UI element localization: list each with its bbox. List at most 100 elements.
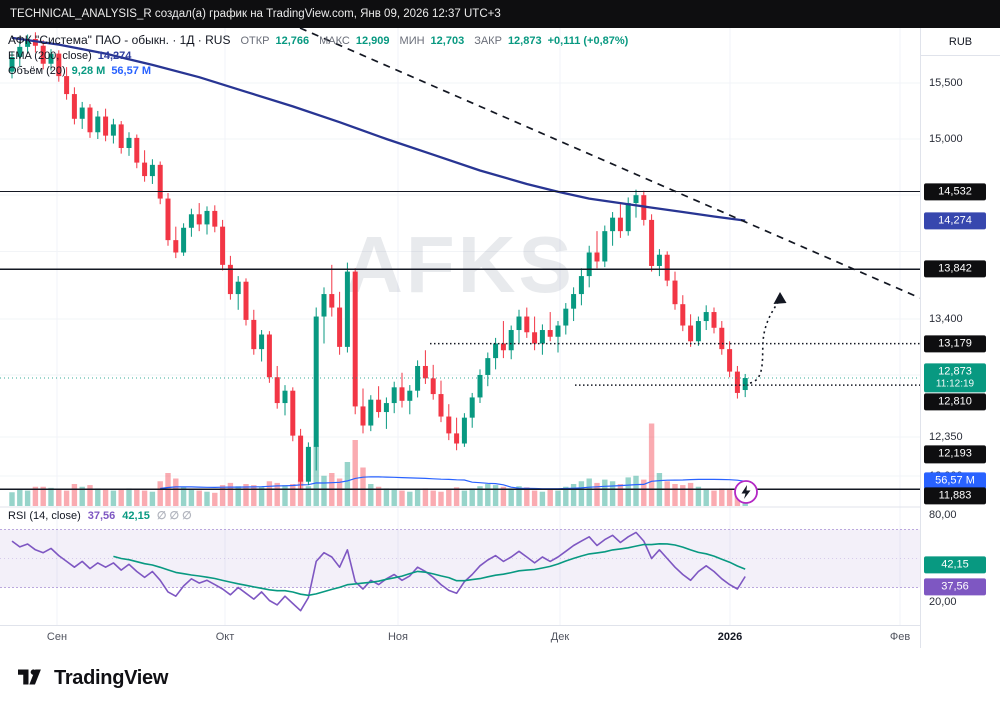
volume-bar bbox=[71, 484, 78, 506]
volume-bar bbox=[344, 462, 351, 506]
volume-bar bbox=[446, 489, 452, 506]
attribution-bar: TECHNICAL_ANALYSIS_R создал(а) график на… bbox=[0, 0, 1000, 28]
candle-body bbox=[680, 304, 686, 326]
price-axis-label: 15,500 bbox=[929, 76, 963, 89]
volume-bar bbox=[157, 481, 163, 506]
price-badge[interactable]: 14,274 bbox=[924, 211, 986, 230]
volume-bar bbox=[664, 481, 670, 506]
tradingview-wordmark[interactable]: TradingView bbox=[54, 667, 169, 689]
price-badge[interactable]: 14,532 bbox=[924, 183, 986, 201]
candle-body bbox=[305, 446, 311, 482]
rsi-badge[interactable]: 42,15 bbox=[924, 556, 986, 574]
candle-body bbox=[469, 397, 475, 418]
candle-body bbox=[313, 316, 319, 447]
volume-bar bbox=[453, 487, 460, 506]
candle-body bbox=[368, 399, 374, 426]
price-axis-label: 13,400 bbox=[929, 312, 963, 325]
volume-bar bbox=[516, 486, 522, 506]
volume-bar bbox=[680, 485, 686, 506]
price-axis-label: 15,000 bbox=[929, 133, 963, 145]
volume-bar bbox=[17, 489, 23, 506]
volume-bar bbox=[95, 488, 101, 506]
candle-body bbox=[149, 164, 155, 177]
time-axis-label[interactable]: Дек bbox=[550, 631, 570, 643]
volume-ma-line bbox=[160, 476, 746, 490]
candle-body bbox=[204, 210, 210, 225]
price-badge[interactable]: 13,842 bbox=[924, 260, 986, 278]
volume-bar bbox=[180, 486, 187, 506]
candle-body bbox=[48, 53, 54, 64]
volume-bar bbox=[469, 488, 475, 506]
volume-bar bbox=[563, 486, 569, 506]
volume-bar bbox=[391, 489, 397, 506]
volume-bar bbox=[79, 486, 85, 506]
volume-bar bbox=[243, 484, 249, 506]
volume-bar bbox=[274, 482, 280, 506]
volume-bar bbox=[524, 487, 530, 506]
volume-bar bbox=[9, 492, 15, 506]
symbol-watermark: AFKS bbox=[345, 220, 575, 309]
candle-body bbox=[376, 399, 382, 413]
volume-bar bbox=[719, 488, 725, 506]
candle-body bbox=[360, 406, 366, 426]
volume-bar bbox=[399, 490, 405, 506]
candle-body bbox=[610, 217, 616, 232]
tradingview-logo-icon[interactable] bbox=[18, 668, 45, 689]
candle-body bbox=[399, 387, 405, 401]
time-axis-label[interactable]: Ноя bbox=[387, 631, 409, 643]
candle-body bbox=[578, 276, 584, 295]
time-axis-label[interactable]: Окт bbox=[215, 631, 235, 643]
rsi-line[interactable] bbox=[11, 531, 746, 612]
volume-bar bbox=[360, 467, 366, 506]
time-axis[interactable]: Сен Окт Ноя Дек 2026 Фев bbox=[0, 625, 920, 649]
volume-bar bbox=[648, 423, 655, 506]
volume-bar bbox=[672, 484, 678, 506]
price-axis[interactable]: RUB 15,50015,00013,40012,35012,00080,002… bbox=[920, 28, 1000, 648]
candle-body bbox=[110, 124, 116, 136]
candle-body bbox=[181, 227, 187, 253]
price-axis-label: 12,350 bbox=[929, 430, 963, 443]
rsi-badge[interactable]: 37,56 bbox=[924, 577, 986, 596]
ema-200-line[interactable] bbox=[11, 36, 746, 222]
candle-body bbox=[454, 433, 460, 444]
symbol-title[interactable]: АФК "Система" ПАО - обыкн. · 1Д · RUS bbox=[8, 33, 231, 47]
candle-body bbox=[672, 280, 678, 305]
candle-body bbox=[422, 365, 428, 379]
time-axis-label[interactable]: Сен bbox=[46, 631, 68, 643]
arrow-annotation[interactable] bbox=[749, 300, 780, 384]
time-axis-label[interactable]: Фев bbox=[889, 631, 911, 643]
candle-body bbox=[602, 231, 608, 262]
price-badge[interactable]: 12,193 bbox=[924, 445, 986, 463]
chart-region[interactable]: AFKS АФК "Система" ПАО - обыкн. · 1Д · R… bbox=[0, 28, 920, 649]
candle-body bbox=[532, 332, 538, 344]
candle-body bbox=[134, 137, 140, 163]
price-badge[interactable]: 12,810 bbox=[924, 393, 986, 411]
candle-body bbox=[157, 164, 163, 199]
candle-body bbox=[298, 435, 304, 482]
time-axis-label[interactable]: 2026 bbox=[717, 631, 743, 643]
volume-bar bbox=[430, 490, 436, 506]
rsi-ma-line[interactable] bbox=[113, 542, 746, 597]
volume-bar bbox=[204, 491, 210, 506]
candle-body bbox=[727, 349, 733, 372]
candle-body bbox=[539, 330, 545, 344]
trendline-dashed[interactable] bbox=[299, 28, 920, 299]
candle-body bbox=[524, 316, 530, 333]
price-badge[interactable]: 11,883 bbox=[924, 487, 986, 505]
candle-body bbox=[165, 198, 171, 241]
price-badge[interactable]: 56,57 M bbox=[924, 472, 986, 490]
candlestick-chart-canvas[interactable]: AFKS bbox=[0, 28, 920, 648]
candle-body bbox=[220, 226, 226, 265]
candle-body bbox=[142, 162, 148, 177]
candle-body bbox=[352, 271, 358, 407]
candle-body bbox=[446, 416, 452, 434]
volume-bar bbox=[438, 491, 444, 506]
volume-bar bbox=[258, 486, 265, 506]
candle-body bbox=[407, 390, 413, 401]
candle-body bbox=[649, 219, 655, 266]
price-badge[interactable]: 12,873 11:12:19 bbox=[924, 363, 986, 393]
candle-body bbox=[617, 217, 623, 232]
price-badge[interactable]: 13,179 bbox=[924, 335, 986, 353]
candle-body bbox=[633, 195, 639, 204]
